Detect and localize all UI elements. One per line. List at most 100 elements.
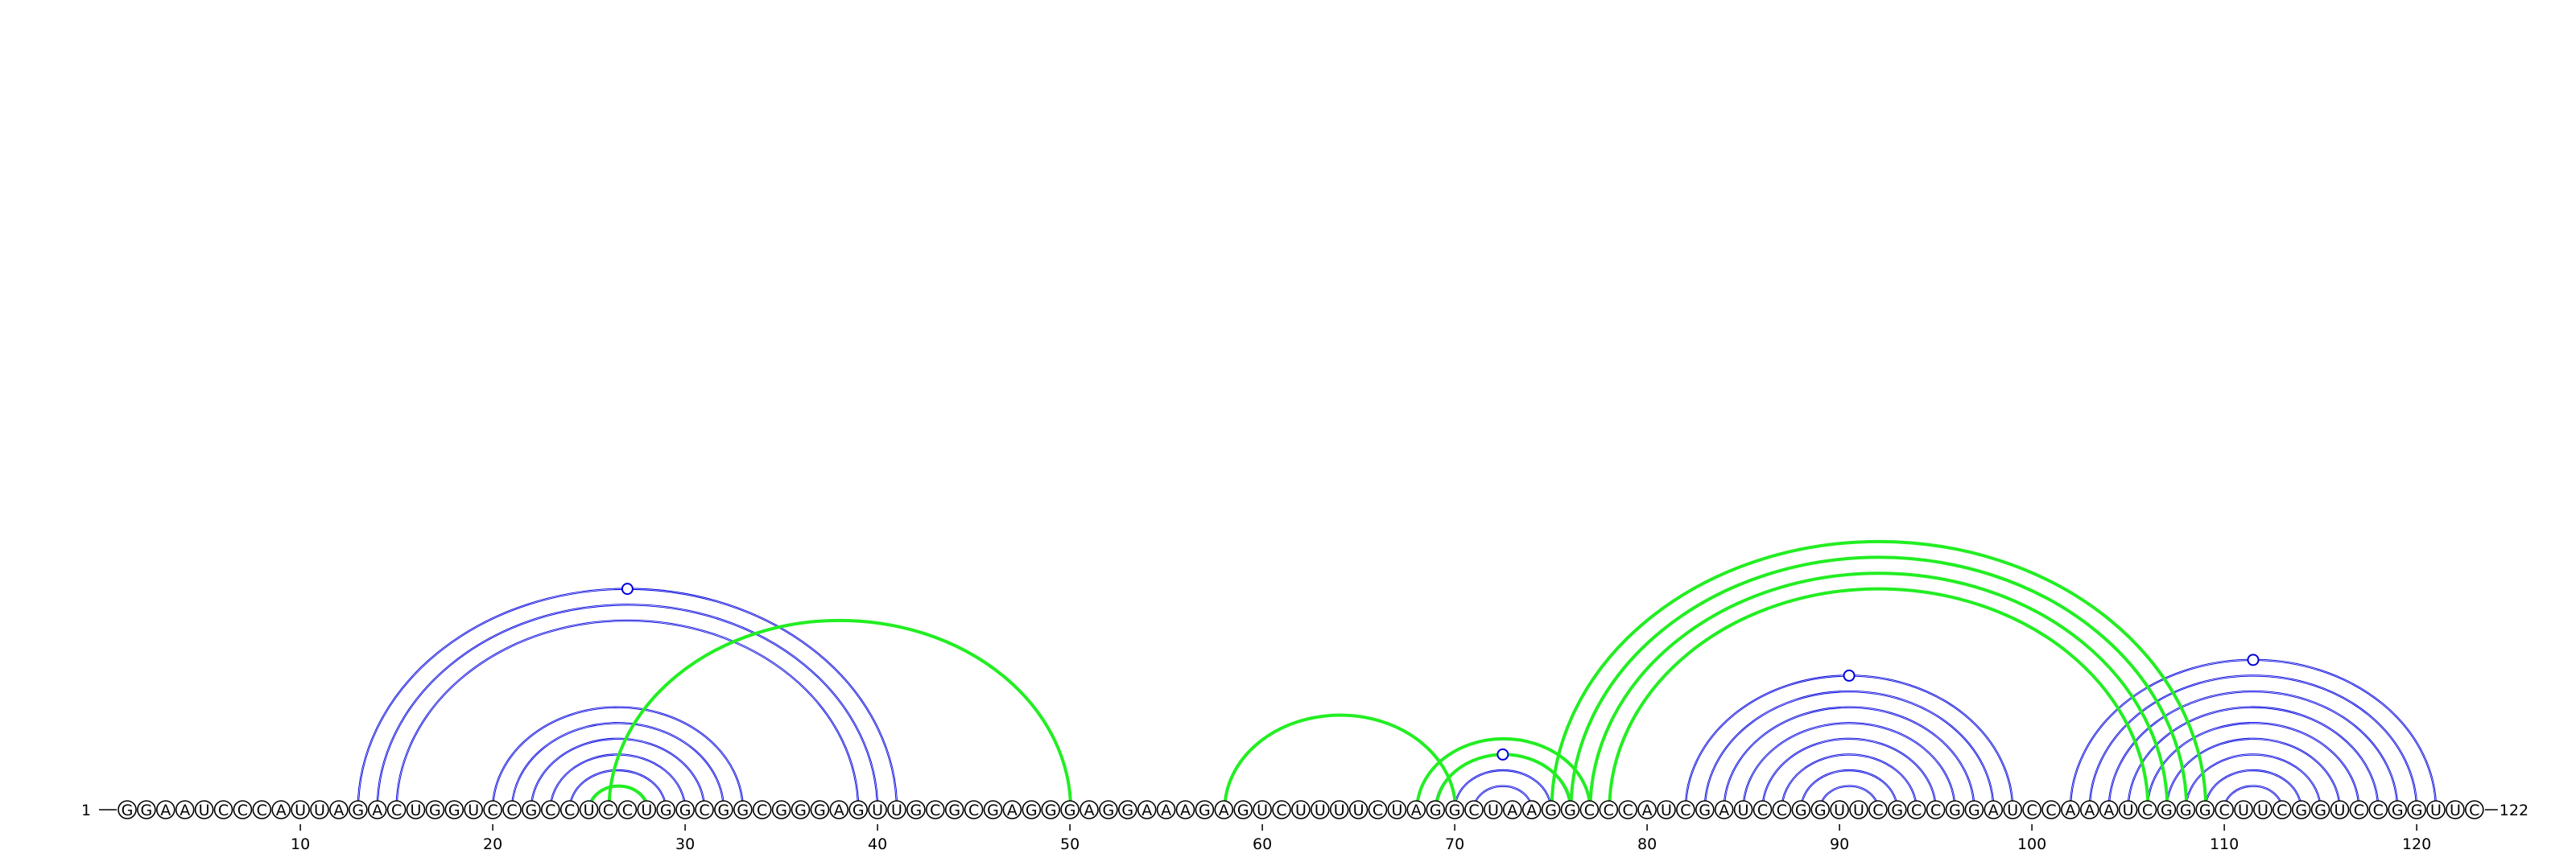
- nucleotide: G: [522, 800, 541, 819]
- nucleotide-circle: [118, 800, 137, 819]
- nucleotide-letter: A: [333, 802, 344, 819]
- nucleotide: A: [2080, 800, 2099, 819]
- nucleotide: C: [213, 800, 233, 819]
- base-pair-arcs: [357, 539, 2438, 811]
- secondary-base-pair-arc: [1550, 539, 2208, 811]
- nucleotide: A: [1714, 800, 1734, 819]
- position-axis: 10 20 30 40 50 60 70 80 90 100 110 120: [291, 824, 2431, 853]
- nucleotide-circle: [329, 800, 349, 819]
- primary-arc-highlight: [1685, 675, 2013, 811]
- nucleotide-circle: [1521, 800, 1542, 819]
- nucleotide-letter: U: [1853, 802, 1864, 819]
- nucleotide-letter: U: [1315, 802, 1326, 819]
- nucleotide-circle: [252, 800, 272, 819]
- nucleotide-circle: [194, 800, 214, 819]
- backbone: 1 122: [81, 802, 2529, 819]
- nucleotide: U: [2253, 800, 2273, 819]
- nucleotide-circle: [540, 800, 560, 819]
- nucleotide-letter: U: [2450, 802, 2461, 819]
- nucleotide: U: [2003, 800, 2022, 819]
- nucleotide-circle: [444, 800, 464, 819]
- nucleotide-circle: [406, 800, 426, 819]
- nucleotide-circle: [617, 800, 638, 819]
- nucleotide-letter: U: [584, 802, 595, 819]
- nucleotide-circle: [1329, 800, 1349, 819]
- nucleotide-circle: [559, 800, 580, 819]
- nucleotide: G: [118, 800, 137, 819]
- nucleotide: A: [1503, 800, 1522, 819]
- nucleotide-letter: C: [1623, 802, 1633, 819]
- nucleotide-circle: [156, 800, 175, 819]
- nucleotide-letter: A: [1507, 802, 1517, 819]
- nucleotide-circle: [137, 800, 156, 819]
- primary-arc-highlight: [1781, 754, 1917, 811]
- nucleotide: C: [502, 800, 522, 819]
- nucleotide: A: [1002, 800, 1022, 819]
- nucleotide-letter: G: [814, 802, 826, 819]
- nucleotide: G: [1099, 800, 1118, 819]
- nucleotide-circle: [1637, 800, 1657, 819]
- nucleotide: A: [1637, 800, 1657, 819]
- nucleotide-circle: [2195, 800, 2215, 819]
- nucleotide: U: [2446, 800, 2465, 819]
- nucleotide-letter: C: [506, 802, 517, 819]
- nucleotide-letter: C: [1680, 802, 1690, 819]
- nucleotide-circle: [1406, 800, 1426, 819]
- nucleotide-letter: C: [2026, 802, 2037, 819]
- nucleotide-circle: [2041, 800, 2061, 819]
- nucleotide-circle: [1080, 800, 1099, 819]
- nucleotide-circle: [1830, 800, 1849, 819]
- nucleotide: U: [1484, 800, 1503, 819]
- nucleotide-circle: [1503, 800, 1522, 819]
- nucleotide-letter: C: [564, 802, 575, 819]
- primary-base-pair-arc: [530, 737, 706, 811]
- tick-label: 30: [675, 835, 695, 853]
- nucleotide-letter: A: [1141, 802, 1152, 819]
- nucleotide-circle: [771, 800, 791, 819]
- nucleotide-circle: [1233, 800, 1253, 819]
- tick-label: 100: [2017, 835, 2046, 853]
- nucleotide-circle: [291, 800, 310, 819]
- nucleotide-circle: [733, 800, 753, 819]
- nucleotide: U: [2330, 800, 2350, 819]
- nucleotide-letter: C: [1584, 802, 1595, 819]
- nucleotide-circle: [1291, 800, 1311, 819]
- nucleotide-letter: G: [1103, 802, 1115, 819]
- nucleotide-letter: G: [679, 802, 691, 819]
- primary-arc-highlight: [2204, 769, 2301, 811]
- nucleotide-letter: C: [2373, 802, 2384, 819]
- nucleotide: G: [1945, 800, 1965, 819]
- nucleotide: G: [675, 800, 695, 819]
- nucleotide: C: [2137, 800, 2157, 819]
- primary-arc-highlight: [2166, 738, 2340, 811]
- nucleotide-letter: A: [834, 802, 844, 819]
- nucleotide-circle: [271, 800, 291, 819]
- nucleotide-letter: A: [180, 802, 190, 819]
- nucleotide-circle: [2118, 800, 2138, 819]
- nucleotide-letter: G: [2161, 802, 2173, 819]
- nucleotide-circle: [522, 800, 541, 819]
- nucleotide: U: [1387, 800, 1407, 819]
- primary-base-pair-arc: [1761, 737, 1937, 811]
- nucleotide-circle: [829, 800, 849, 819]
- primary-base-pair-arc: [2069, 658, 2438, 811]
- nucleotide: G: [1022, 800, 1042, 819]
- nucleotide: A: [1080, 800, 1099, 819]
- nucleotide: G: [2310, 800, 2330, 819]
- nucleotide-letter: U: [641, 802, 652, 819]
- nucleotide-circle: [926, 800, 945, 819]
- nucleotide: A: [2099, 800, 2119, 819]
- nucleotide-letter: U: [199, 802, 210, 819]
- nucleotide: A: [271, 800, 291, 819]
- nucleotide-letter: U: [1834, 802, 1845, 819]
- primary-arc-highlight: [530, 738, 705, 811]
- nucleotide: U: [1329, 800, 1349, 819]
- nucleotide: C: [1618, 800, 1637, 819]
- nucleotide: C: [2465, 800, 2484, 819]
- nucleotide-letter: G: [1199, 802, 1211, 819]
- nucleotide-circle: [791, 800, 811, 819]
- nucleotide-circle: [2157, 800, 2177, 819]
- nucleotide: G: [983, 800, 1003, 819]
